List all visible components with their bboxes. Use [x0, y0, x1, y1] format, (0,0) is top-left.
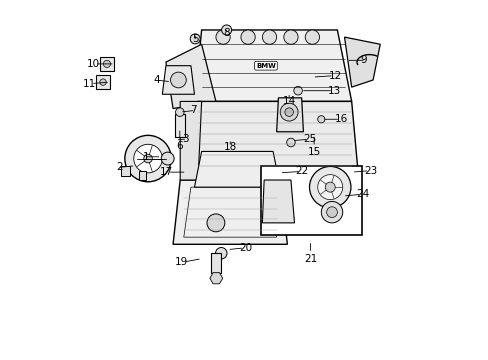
Bar — [260, 166, 362, 235]
Circle shape — [216, 30, 230, 44]
Text: 21: 21 — [304, 253, 317, 264]
Circle shape — [317, 175, 342, 200]
Text: 6: 6 — [176, 141, 183, 151]
Circle shape — [309, 166, 350, 208]
Text: 22: 22 — [295, 166, 308, 176]
Text: 16: 16 — [334, 114, 347, 124]
Circle shape — [190, 34, 200, 44]
Text: 23: 23 — [364, 166, 377, 176]
Polygon shape — [209, 273, 222, 284]
Text: 3: 3 — [182, 134, 188, 144]
Circle shape — [175, 108, 184, 116]
Polygon shape — [194, 152, 280, 187]
Circle shape — [317, 116, 324, 123]
Circle shape — [241, 30, 255, 44]
Circle shape — [280, 103, 298, 121]
Text: BMW: BMW — [256, 63, 275, 69]
Text: 5: 5 — [191, 34, 198, 44]
Bar — [139, 171, 146, 180]
Circle shape — [221, 25, 231, 35]
Polygon shape — [165, 44, 216, 109]
Circle shape — [134, 144, 162, 173]
Circle shape — [286, 138, 295, 147]
Text: 20: 20 — [239, 243, 252, 253]
Bar — [96, 75, 110, 89]
Circle shape — [103, 60, 110, 67]
Text: 14: 14 — [282, 96, 295, 106]
Bar — [211, 253, 221, 273]
Text: 24: 24 — [356, 189, 369, 199]
Circle shape — [124, 135, 171, 182]
Text: 19: 19 — [175, 257, 188, 267]
Circle shape — [143, 154, 152, 163]
Polygon shape — [276, 98, 303, 132]
Text: 25: 25 — [303, 134, 316, 144]
Text: 1: 1 — [143, 152, 149, 162]
Text: 15: 15 — [307, 147, 320, 157]
Polygon shape — [162, 66, 194, 94]
Circle shape — [321, 202, 342, 223]
Circle shape — [326, 207, 337, 217]
Circle shape — [283, 30, 298, 44]
Text: 12: 12 — [328, 71, 341, 81]
Polygon shape — [173, 180, 287, 244]
Polygon shape — [194, 30, 351, 102]
Text: 10: 10 — [86, 59, 100, 69]
Circle shape — [262, 30, 276, 44]
Polygon shape — [180, 102, 201, 180]
Polygon shape — [262, 180, 294, 223]
Circle shape — [325, 182, 335, 192]
Bar — [175, 114, 184, 137]
Circle shape — [293, 86, 302, 95]
Circle shape — [305, 30, 319, 44]
Text: 18: 18 — [223, 142, 236, 152]
Text: 4: 4 — [154, 75, 160, 85]
Polygon shape — [190, 102, 358, 180]
Bar — [100, 57, 114, 71]
Circle shape — [100, 79, 106, 85]
Circle shape — [161, 152, 174, 165]
Text: 9: 9 — [360, 55, 366, 65]
Text: 8: 8 — [223, 28, 229, 38]
Text: 17: 17 — [160, 167, 173, 177]
Polygon shape — [344, 37, 380, 87]
Circle shape — [206, 214, 224, 232]
Circle shape — [285, 108, 293, 116]
Circle shape — [215, 248, 226, 259]
Text: 11: 11 — [83, 78, 96, 89]
Bar — [121, 166, 130, 176]
Text: 2: 2 — [116, 162, 123, 172]
Text: 7: 7 — [190, 105, 197, 115]
Text: 13: 13 — [327, 86, 340, 96]
Circle shape — [170, 72, 186, 88]
